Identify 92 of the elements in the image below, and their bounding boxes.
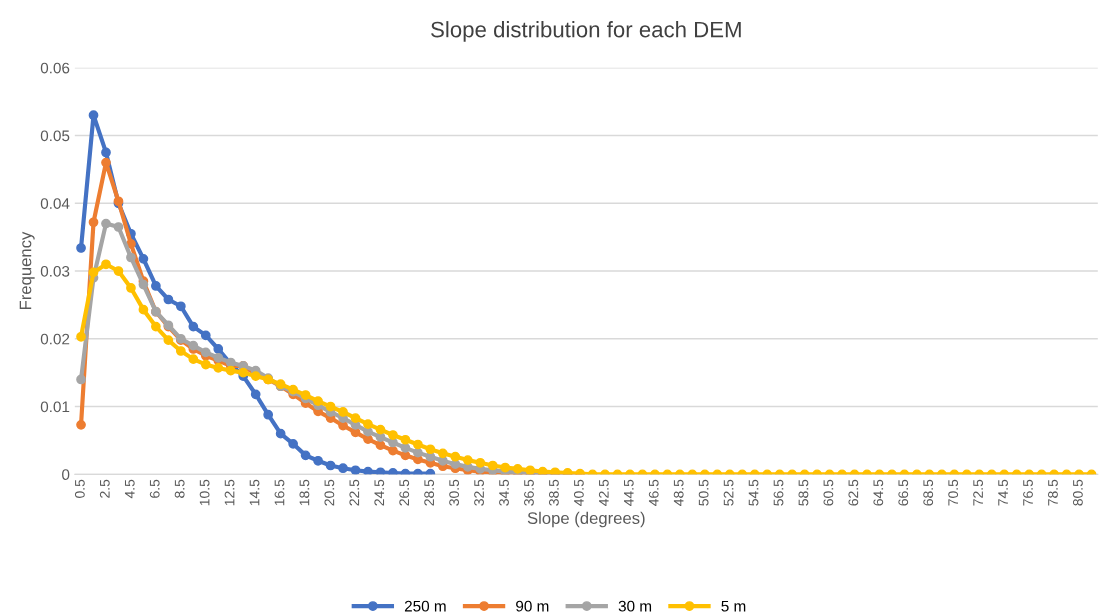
point — [313, 455, 323, 466]
x-tick-label: 34.5 — [499, 479, 509, 506]
y-axis-title: Frequency — [19, 231, 35, 310]
point — [350, 465, 361, 475]
x-tick-label: 4.5 — [124, 479, 135, 499]
point — [288, 438, 298, 449]
point — [188, 340, 199, 351]
y-tick-label: 0 — [62, 469, 70, 481]
point — [213, 344, 224, 354]
x-tick-label: 32.5 — [474, 479, 484, 506]
point — [126, 252, 136, 263]
x-tick-label: 46.5 — [648, 479, 659, 506]
x-tick-label: 20.5 — [324, 479, 335, 506]
x-tick-label: 68.5 — [923, 479, 934, 506]
point — [88, 110, 99, 121]
point — [101, 147, 111, 158]
legend-label: 250 m — [404, 600, 446, 612]
legend-label: 5 m — [721, 600, 746, 612]
x-tick-label: 24.5 — [374, 479, 385, 506]
point — [138, 253, 149, 264]
point — [88, 217, 99, 228]
point — [375, 467, 386, 475]
point — [413, 468, 423, 475]
x-tick-label: 12.5 — [224, 479, 235, 506]
x-tick-label: 0.5 — [74, 479, 85, 498]
x-tick-label: 36.5 — [524, 479, 534, 506]
point — [300, 450, 311, 461]
point — [263, 409, 274, 420]
x-tick-label: 14.5 — [249, 479, 260, 506]
x-tick-label: 8.5 — [174, 479, 185, 498]
x-tick-label: 16.5 — [274, 479, 285, 506]
point — [338, 463, 348, 474]
x-tick-label: 38.5 — [549, 479, 559, 506]
point — [151, 281, 161, 291]
point — [76, 374, 86, 385]
x-tick-label: 22.5 — [349, 479, 360, 506]
point — [163, 294, 174, 305]
x-tick-label: 54.5 — [748, 479, 759, 506]
legend-label: 30 m — [618, 600, 652, 612]
x-tick-label: 76.5 — [1023, 479, 1033, 506]
point — [76, 419, 86, 430]
point — [363, 434, 373, 444]
point — [101, 218, 111, 229]
point — [413, 447, 423, 458]
x-tick-label: 18.5 — [299, 479, 310, 506]
x-tick-label: 62.5 — [848, 479, 859, 506]
x-tick-label: 10.5 — [199, 479, 210, 506]
point — [101, 157, 111, 168]
point — [400, 443, 411, 453]
x-tick-label: 42.5 — [598, 479, 609, 506]
x-tick-label: 56.5 — [773, 479, 784, 506]
y-tick-label: 0.01 — [40, 401, 70, 413]
x-tick-label: 2.5 — [99, 479, 110, 498]
point — [388, 445, 398, 456]
x-tick-label: 72.5 — [973, 479, 984, 506]
y-tick-label: 0.03 — [40, 265, 70, 277]
x-tick-label: 44.5 — [624, 479, 634, 506]
point — [200, 330, 211, 341]
point — [113, 222, 124, 232]
x-tick-label: 78.5 — [1048, 479, 1058, 506]
x-tick-label: 74.5 — [998, 479, 1008, 506]
point — [188, 321, 199, 332]
x-tick-label: 48.5 — [673, 479, 684, 506]
y-tick-label: 0.05 — [40, 130, 70, 142]
x-tick-label: 40.5 — [573, 479, 584, 506]
point — [175, 301, 186, 312]
x-tick-label: 64.5 — [873, 479, 884, 506]
x-tick-label: 28.5 — [424, 479, 435, 506]
x-tick-label: 50.5 — [698, 479, 709, 506]
x-tick-label: 70.5 — [948, 479, 959, 506]
point — [375, 440, 386, 451]
legend-label: 90 m — [516, 600, 549, 612]
y-tick-label: 0.06 — [40, 62, 70, 74]
point — [388, 468, 398, 475]
point — [275, 428, 286, 439]
y-tick-label: 0.04 — [40, 198, 70, 209]
point — [76, 243, 86, 253]
point — [325, 460, 336, 471]
x-tick-label: 66.5 — [898, 479, 909, 506]
x-tick-label: 26.5 — [399, 479, 410, 506]
point — [126, 239, 136, 249]
chart-title: Slope distribution for each DEM — [431, 21, 741, 42]
x-tick-label: 6.5 — [149, 479, 160, 498]
x-tick-label: 60.5 — [823, 479, 834, 506]
x-axis-title: Slope (degrees) — [527, 511, 645, 528]
point — [363, 466, 373, 475]
x-tick-label: 52.5 — [723, 479, 734, 506]
point — [250, 389, 261, 400]
x-tick-label: 30.5 — [449, 479, 460, 506]
y-tick-label: 0.02 — [40, 333, 70, 345]
x-tick-label: 80.5 — [1072, 479, 1083, 506]
x-tick-label: 58.5 — [798, 479, 809, 506]
